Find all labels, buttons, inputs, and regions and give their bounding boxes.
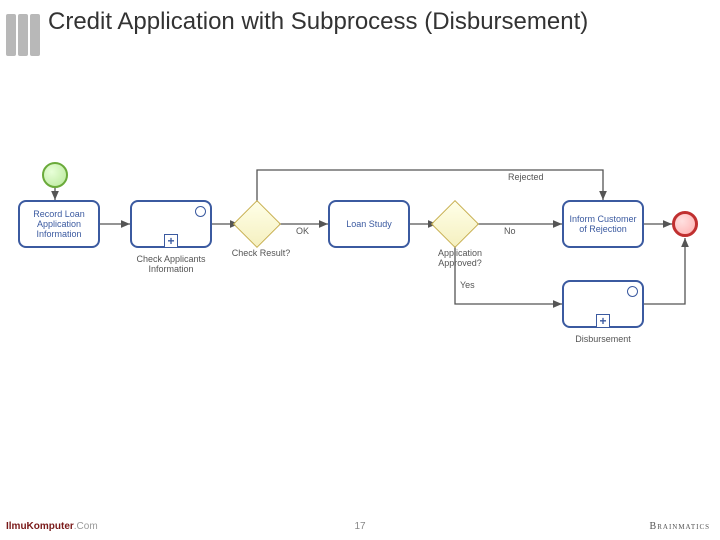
end-event-icon [672, 211, 698, 237]
footer-left-brand: IlmuKomputer.Com [6, 521, 98, 532]
subprocess-check-applicants: + [130, 200, 212, 248]
subprocess-expand-icon: + [596, 314, 610, 328]
title-bar-icon [6, 14, 16, 56]
bpmn-diagram: Record Loan Application Information + Ch… [0, 140, 720, 380]
loop-marker-icon [195, 206, 206, 217]
loop-marker-icon [627, 286, 638, 297]
title-bar-icon [30, 14, 40, 56]
edge-disb-end [644, 238, 685, 304]
footer-right-brand: Brainmatics [650, 521, 710, 532]
subprocess-disbursement: + [562, 280, 644, 328]
footer-brand-suffix: .Com [74, 521, 98, 532]
edge-label-no: No [504, 226, 516, 236]
task-label: Loan Study [346, 219, 392, 229]
task-loan-study: Loan Study [328, 200, 410, 248]
gateway-caption: Application Approved? [420, 248, 500, 268]
task-label: Inform Customer of Rejection [566, 214, 640, 234]
edge-label-ok: OK [296, 226, 309, 236]
node-caption: Check Applicants Information [120, 254, 222, 274]
footer-brand-bold: IlmuKomputer [6, 521, 74, 532]
page-title: Credit Application with Subprocess (Disb… [48, 8, 588, 36]
page-number: 17 [354, 521, 365, 532]
diagram-edges [0, 140, 720, 380]
slide-title-block: Credit Application with Subprocess (Disb… [0, 0, 720, 56]
task-label: Record Loan Application Information [22, 209, 96, 239]
edge-label-yes: Yes [460, 280, 475, 290]
edge-g1-rejected [257, 170, 603, 206]
task-record-loan: Record Loan Application Information [18, 200, 100, 248]
title-decor-bars [6, 14, 40, 56]
gateway-caption: Check Result? [226, 248, 296, 258]
node-caption: Disbursement [562, 334, 644, 344]
start-event-icon [42, 162, 68, 188]
task-inform-rejection: Inform Customer of Rejection [562, 200, 644, 248]
subprocess-expand-icon: + [164, 234, 178, 248]
edge-label-rejected: Rejected [508, 172, 544, 182]
title-bar-icon [18, 14, 28, 56]
